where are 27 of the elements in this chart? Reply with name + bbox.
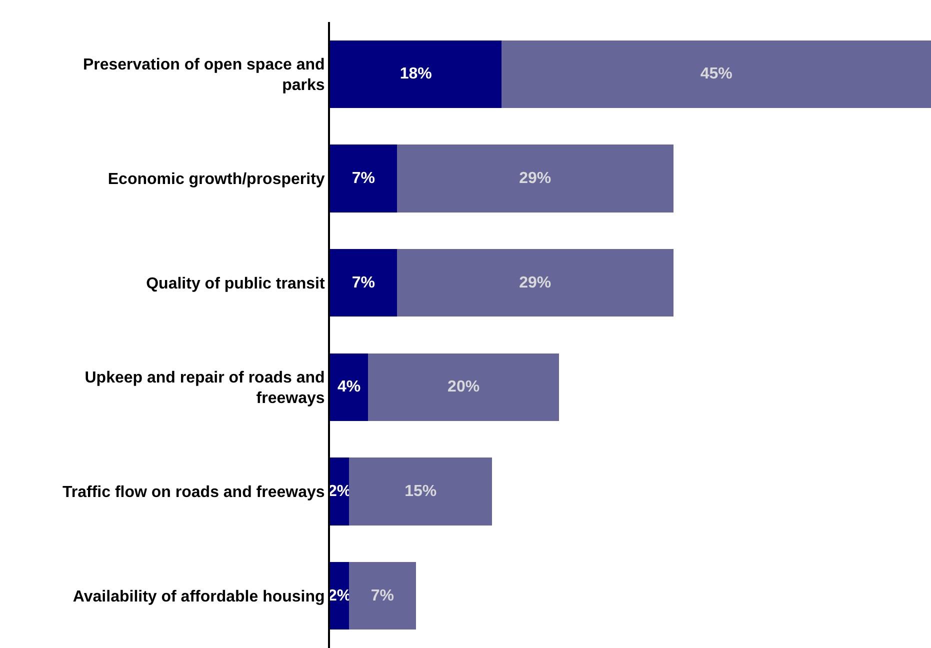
data-label: 15% [404,483,437,500]
data-label: 20% [448,378,480,396]
bar [349,458,492,526]
y-tick-label: Preservation of open space and parks [82,56,325,94]
bar [368,353,559,422]
bar [330,40,502,108]
bar [330,248,397,317]
data-label: 4% [338,378,361,396]
bar [502,40,931,108]
data-label: 7% [352,170,375,187]
data-label: 7% [352,274,375,292]
bar [396,248,674,317]
bar [396,144,674,212]
data-label: 45% [700,66,732,83]
y-tick-label: Quality of public transit [146,275,326,292]
data-label: 29% [519,170,552,187]
y-tick-label: Traffic flow on roads and freeways [62,484,325,502]
data-label: 29% [519,274,552,292]
data-label: 18% [400,66,432,83]
bar [330,353,368,422]
bar [330,144,397,212]
y-tick-label: Upkeep and repair of roads and freeways [84,369,325,408]
bar [349,562,416,630]
bar [330,458,350,526]
y-tick-label: Economic growth/prosperity [108,171,325,188]
y-tick-label: Availability of affordable housing [72,588,325,606]
data-label: 7% [370,587,394,604]
